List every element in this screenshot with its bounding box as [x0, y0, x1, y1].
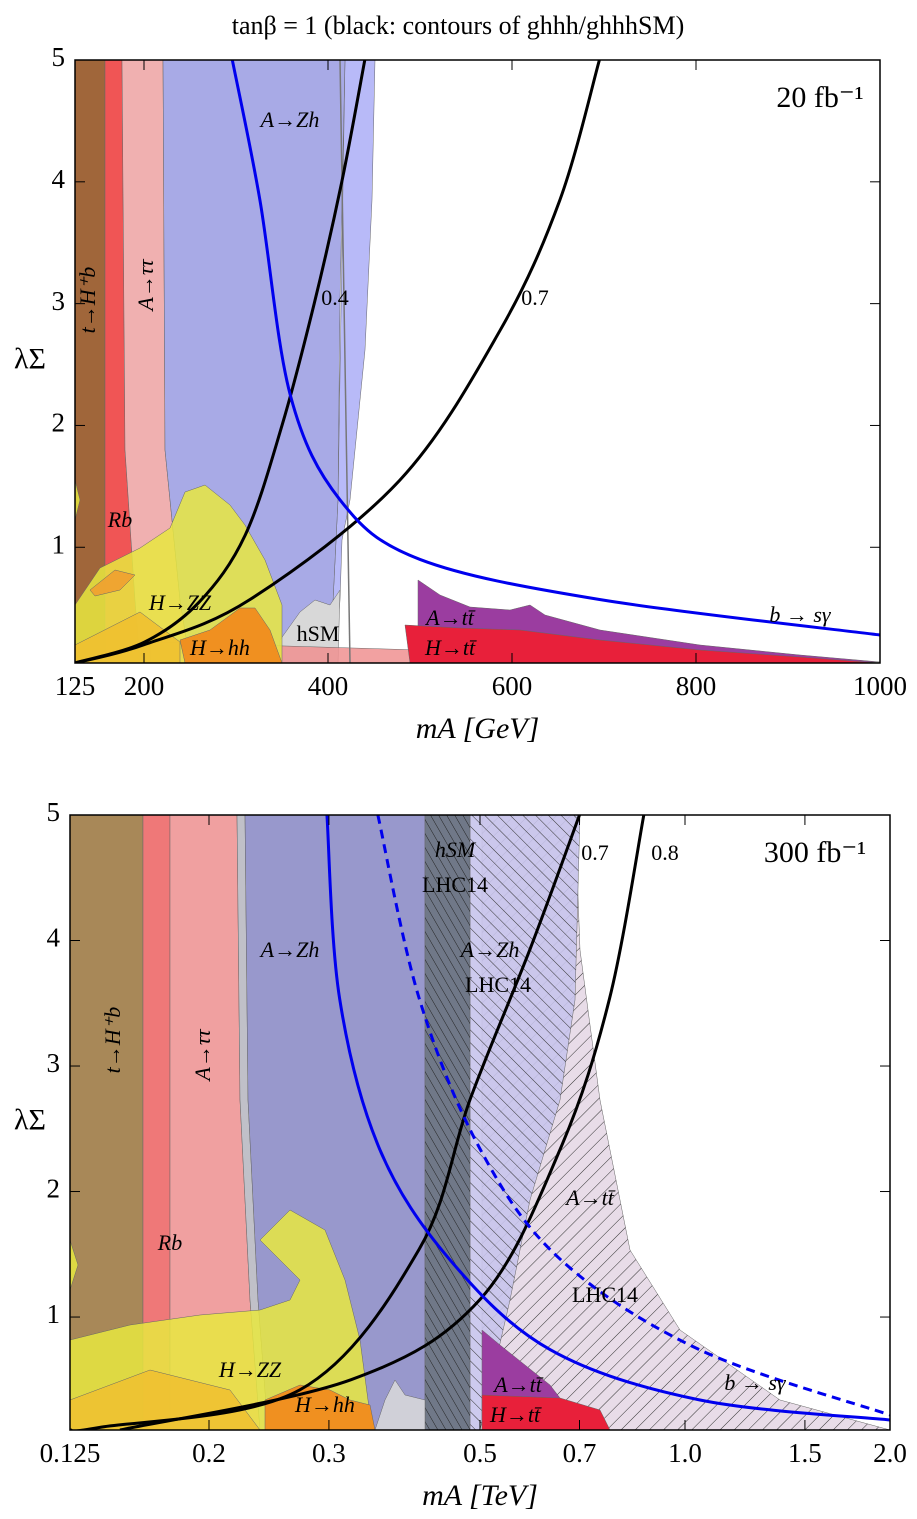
region-label: LHC14: [572, 1282, 638, 1307]
curve-label: b → sγ: [769, 602, 832, 627]
region-label: Rb: [157, 1230, 182, 1255]
region-edge: [339, 60, 351, 663]
region-label: hSM: [297, 621, 340, 646]
contour-line: [75, 60, 601, 663]
region-label: A→Zh: [459, 937, 520, 962]
x-tick-label: 200: [124, 671, 165, 701]
region-label: A→tt̄: [564, 1185, 616, 1210]
y-tick-label: 4: [52, 164, 66, 194]
plot-area: [70, 815, 890, 1430]
y-tick-label: 3: [47, 1048, 61, 1078]
region-label: H→tt̄: [424, 635, 477, 660]
region-label: t→H⁺b: [100, 1007, 125, 1074]
curve-label: 0.7: [521, 285, 549, 310]
curve-label: 0.8: [651, 840, 679, 865]
exclusion-region: [404, 624, 880, 663]
x-tick-label: 400: [308, 671, 349, 701]
region-label: H→ZZ: [218, 1357, 282, 1382]
y-tick-label: 2: [52, 408, 66, 438]
region-label: A→ττ: [133, 258, 158, 312]
exclusion-region: [142, 815, 171, 1430]
luminosity: 20 fb⁻¹: [776, 81, 863, 114]
exclusion-region: [89, 569, 136, 597]
x-tick-label: 0.7: [563, 1438, 597, 1468]
y-tick-label: 4: [47, 923, 61, 953]
region-label: LHC14: [422, 872, 488, 897]
x-tick-label: 800: [676, 671, 717, 701]
exclusion-region: [70, 1239, 79, 1291]
contour-line: [230, 60, 880, 637]
chart-title: tanβ = 1 (black: contours of ghhh/ghhhSM…: [232, 11, 685, 40]
contour-line: [75, 60, 367, 663]
contour-line: [376, 815, 890, 1417]
exclusion-region: [279, 589, 341, 663]
x-axis-label: mA [GeV]: [416, 712, 540, 745]
exclusion-region: [179, 607, 283, 663]
x-tick-label: 600: [492, 671, 533, 701]
curve-label: 0.7: [581, 840, 609, 865]
y-tick-label: 2: [47, 1174, 61, 1204]
y-axis-label: λΣ: [14, 1103, 46, 1136]
y-tick-label: 3: [52, 286, 66, 316]
x-tick-label: 1000: [853, 671, 907, 701]
x-tick-label: 125: [55, 671, 96, 701]
region-label: A→Zh: [259, 107, 320, 132]
curve-label: 0.4: [321, 285, 349, 310]
exclusion-region: [75, 611, 181, 663]
x-tick-label: 0.2: [192, 1438, 226, 1468]
x-tick-label: 0.3: [312, 1438, 346, 1468]
contour-line: [325, 815, 890, 1422]
x-tick-label: 1.0: [668, 1438, 702, 1468]
panel: 0.4 0.7 b → sγ t→H⁺b A→ττ A→Zh Rb H→ZZ H→hh hSM A→…: [14, 42, 907, 745]
region-label: A→tt̄: [424, 605, 476, 630]
region-label: LHC14: [465, 972, 531, 997]
x-tick-label: 0.5: [463, 1438, 497, 1468]
exclusion-region: [425, 815, 470, 1430]
y-tick-label: 5: [47, 797, 61, 827]
curve-label: b → sγ: [724, 1370, 787, 1395]
region-label: H→ZZ: [148, 590, 212, 615]
y-tick-label: 1: [47, 1299, 61, 1329]
region-label: t→H⁺b: [75, 267, 100, 334]
region-label: Rb: [107, 507, 132, 532]
exclusion-region: [70, 815, 144, 1430]
exclusion-region: [244, 815, 426, 1430]
x-axis-label: mA [TeV]: [422, 1479, 538, 1512]
x-tick-label: 0.125: [40, 1438, 101, 1468]
exclusion-region: [75, 60, 106, 663]
contour-line: [119, 815, 646, 1430]
region-label: A→tt̄: [492, 1372, 544, 1397]
plot-area: [75, 60, 880, 663]
exclusion-region: [75, 479, 81, 521]
y-tick-label: 1: [52, 529, 66, 559]
exclusion-region: [482, 815, 890, 1430]
panel: 0.7 0.8 b → sγ t→H⁺b A→ττ Rb A→Zh hSM LHC14 A→Zh L…: [14, 797, 907, 1512]
y-axis-label: λΣ: [14, 342, 46, 375]
exclusion-region: [374, 1379, 426, 1430]
region-label: H→hh: [294, 1392, 355, 1417]
region-label: A→Zh: [259, 937, 320, 962]
x-tick-label: 2.0: [873, 1438, 907, 1468]
plot-frame: [74, 59, 881, 664]
luminosity: 300 fb⁻¹: [764, 836, 866, 869]
y-tick-label: 5: [52, 42, 66, 72]
exclusion-region: [481, 1394, 611, 1430]
x-tick-label: 1.5: [788, 1438, 822, 1468]
contour-line: [70, 815, 581, 1430]
region-label: hSM: [435, 837, 477, 862]
region-label: H→hh: [189, 635, 250, 660]
region-label: H→tt̄: [489, 1402, 542, 1427]
region-label: A→ττ: [190, 1028, 215, 1082]
